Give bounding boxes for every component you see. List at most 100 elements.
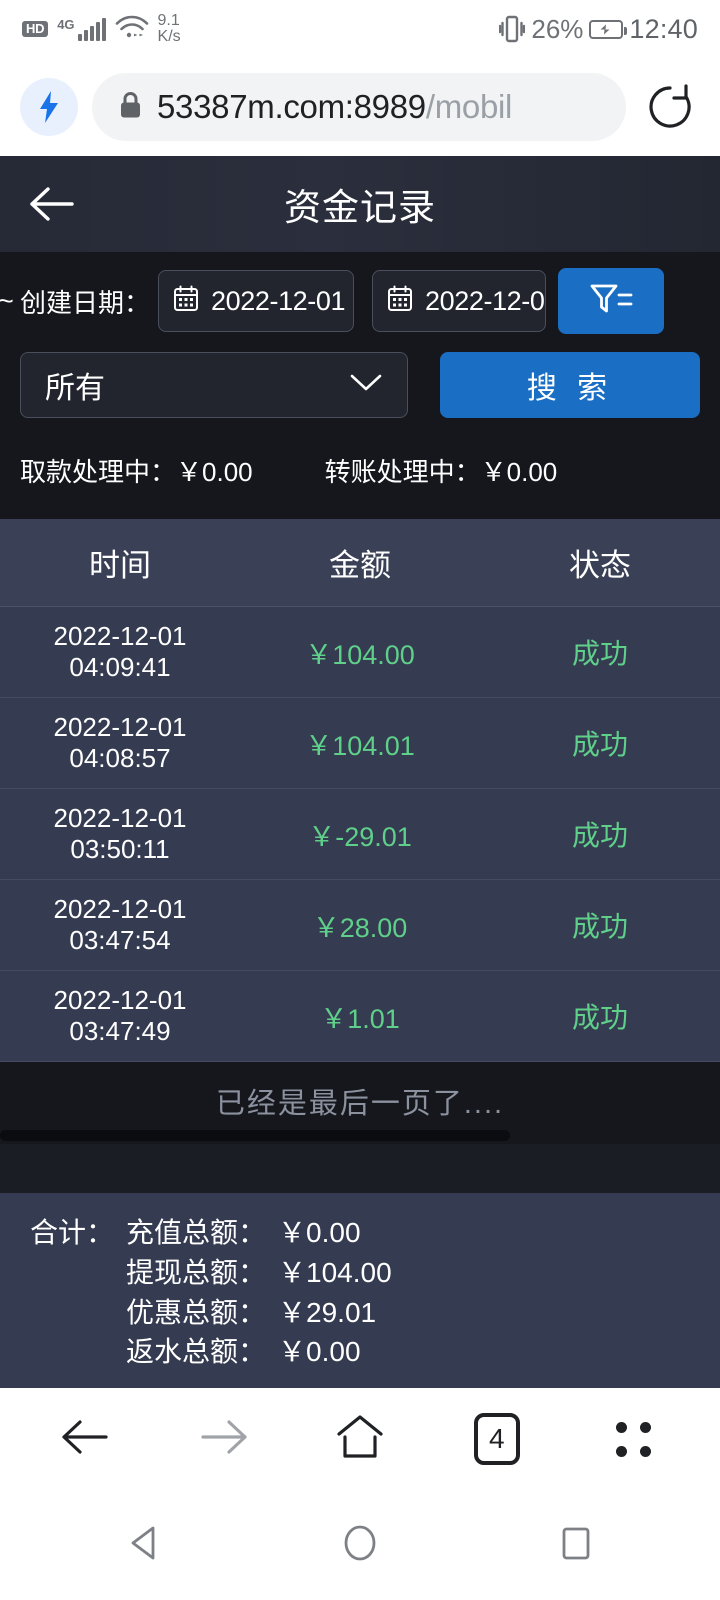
url-text: 53387m.com:8989/mobil: [157, 88, 512, 126]
pending-summary-row: 取款处理中：￥0.00 转账处理中：￥0.00: [0, 426, 720, 519]
app-header: 资金记录: [0, 156, 720, 252]
cell-clock: 04:08:57: [69, 743, 171, 773]
cell-amount: ￥104.00: [305, 639, 415, 670]
transfer-pending: 转账处理中：￥0.00: [325, 452, 558, 489]
table-row[interactable]: 2022-12-01 03:47:49 ￥1.01 成功: [0, 971, 720, 1062]
cell-amount: ￥-29.01: [308, 821, 412, 852]
content-filler: [0, 1144, 720, 1193]
cell-time: 2022-12-01 03:47:54: [0, 894, 240, 955]
column-header-time: 时间: [89, 548, 151, 583]
summary-line: 返水总额： ￥0.00: [30, 1332, 690, 1372]
back-arrow-icon: [60, 1417, 112, 1462]
browser-home-button[interactable]: [319, 1398, 401, 1480]
summary-value: ￥0.00: [278, 1217, 361, 1248]
table-row[interactable]: 2022-12-01 04:09:41 ￥104.00 成功: [0, 607, 720, 698]
filter-panel: 创建日期：: [0, 252, 720, 426]
date-end-input[interactable]: 2022-12-02: [372, 270, 547, 332]
lightning-bolt-icon[interactable]: [20, 78, 78, 136]
cell-amount: ￥1.01: [320, 1003, 400, 1034]
wifi-icon: [115, 14, 149, 45]
calendar-icon: [173, 285, 199, 317]
calendar-icon: [387, 285, 413, 317]
browser-forward-button[interactable]: [182, 1398, 264, 1480]
browser-url-bar: 53387m.com:8989/mobil: [0, 58, 720, 156]
android-system-nav: [0, 1490, 720, 1600]
network-type-label: 4G: [57, 16, 75, 32]
date-filter-row: 创建日期：: [0, 268, 700, 334]
speed-value: 9.1: [157, 11, 180, 29]
vibrate-icon: [499, 13, 526, 45]
menu-dots-icon: [616, 1421, 652, 1457]
browser-tabs-button[interactable]: 4: [456, 1398, 538, 1480]
table-header-row: 时间 金额 状态: [0, 519, 720, 607]
summary-line: 优惠总额： ￥29.01: [30, 1293, 690, 1333]
filter-funnel-icon: [588, 281, 634, 322]
date-end-value: 2022-12-02: [425, 285, 547, 316]
cell-date: 2022-12-01: [53, 712, 187, 743]
status-bar-right: 26% 12:40: [499, 13, 698, 45]
summary-value: ￥29.01: [278, 1296, 377, 1328]
status-badge: 成功: [571, 1002, 628, 1033]
home-icon: [334, 1413, 386, 1466]
withdrawal-pending-value: ￥0.00: [176, 457, 253, 487]
cell-amount: ￥28.00: [312, 912, 408, 943]
url-host: 53387m.com:8989: [157, 88, 426, 125]
triangle-back-icon: [127, 1524, 161, 1567]
forward-arrow-icon: [197, 1417, 249, 1462]
date-filter-label: 创建日期：: [20, 287, 151, 318]
date-start-input[interactable]: 2022-12-01: [158, 270, 355, 332]
summary-key: 充值总额：: [126, 1217, 267, 1248]
url-path: /mobil: [425, 88, 513, 125]
withdrawal-pending: 取款处理中：￥0.00: [20, 452, 253, 489]
signal-bar-group: [77, 17, 106, 41]
horizontal-scrollbar[interactable]: [0, 1128, 720, 1144]
summary-key: 返水总额：: [126, 1336, 267, 1368]
system-back-button[interactable]: [109, 1510, 179, 1580]
withdrawal-pending-label: 取款处理中：: [20, 457, 177, 487]
cell-time: 2022-12-01 03:50:11: [0, 803, 240, 864]
search-button[interactable]: 搜 索: [440, 352, 700, 418]
summary-key: 优惠总额：: [126, 1296, 267, 1328]
date-range-separator: ~: [0, 285, 14, 316]
search-input[interactable]: 53387m.com:8989/mobil: [92, 73, 626, 141]
summary-value: ￥0.00: [278, 1336, 361, 1368]
browser-menu-button[interactable]: [593, 1398, 675, 1480]
status-badge: 成功: [571, 729, 628, 760]
signal-bars-icon: 4G: [57, 16, 106, 41]
type-filter-row: 所有 搜 索: [20, 352, 700, 418]
transaction-type-value: 所有: [45, 372, 105, 405]
filter-button[interactable]: [558, 268, 665, 334]
tab-count-label: 4: [473, 1413, 520, 1465]
clock-label: 12:40: [629, 13, 698, 44]
back-arrow-icon[interactable]: [22, 176, 78, 232]
system-recents-button[interactable]: [541, 1510, 611, 1580]
transfer-pending-label: 转账处理中：: [324, 457, 481, 487]
cell-clock: 04:09:41: [69, 652, 171, 682]
status-badge: 成功: [571, 638, 628, 669]
summary-line: 合计： 充值总额： ￥0.00: [30, 1213, 690, 1253]
reload-icon[interactable]: [640, 77, 700, 137]
cell-clock: 03:47:49: [69, 1016, 171, 1046]
cell-date: 2022-12-01: [53, 621, 187, 652]
cell-time: 2022-12-01 04:08:57: [0, 712, 240, 773]
transactions-table: 时间 金额 状态 2022-12-01 04:09:41 ￥104.00 成功 2…: [0, 519, 720, 1062]
system-home-button[interactable]: [325, 1510, 395, 1580]
browser-back-button[interactable]: [45, 1398, 127, 1480]
hd-icon: HD: [22, 21, 49, 37]
speed-unit: K/s: [157, 28, 181, 45]
network-speed: 9.1 K/s: [157, 11, 181, 46]
cell-clock: 03:47:54: [69, 925, 171, 955]
chevron-down-icon: [349, 372, 383, 399]
table-row[interactable]: 2022-12-01 04:08:57 ￥104.01 成功: [0, 698, 720, 789]
battery-charging-icon: [589, 19, 628, 39]
table-row[interactable]: 2022-12-01 03:50:11 ￥-29.01 成功: [0, 789, 720, 880]
page-title: 资金记录: [284, 187, 436, 228]
cell-time: 2022-12-01 03:47:49: [0, 985, 240, 1046]
transaction-type-select[interactable]: 所有: [20, 352, 408, 418]
table-row[interactable]: 2022-12-01 03:47:54 ￥28.00 成功: [0, 880, 720, 971]
cell-time: 2022-12-01 04:09:41: [0, 621, 240, 682]
cell-clock: 03:50:11: [70, 834, 170, 864]
scrollbar-thumb[interactable]: [0, 1130, 510, 1141]
column-header-amount: 金额: [329, 548, 391, 583]
